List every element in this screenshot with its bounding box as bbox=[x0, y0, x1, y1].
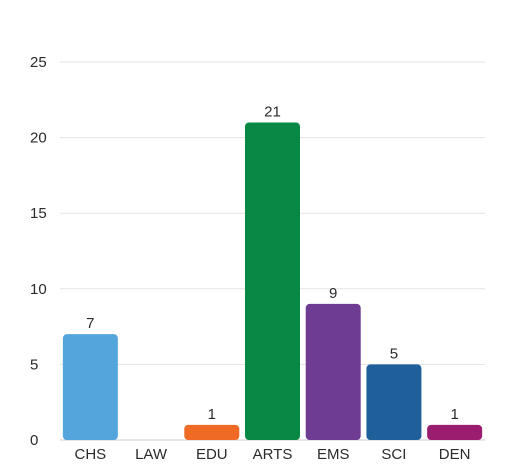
y-axis-tick-labels: 0 5 10 15 20 25 bbox=[30, 54, 47, 449]
x-axis-category-labels: CHS LAW EDU ARTS EMS SCI DEN bbox=[75, 446, 471, 463]
bar-den bbox=[427, 424, 483, 440]
data-label-chs: 7 bbox=[86, 315, 94, 332]
y-tick-label: 10 bbox=[30, 281, 47, 298]
x-tick-label-edu: EDU bbox=[196, 446, 228, 463]
y-tick-label: 15 bbox=[30, 205, 47, 222]
data-label-edu: 1 bbox=[208, 406, 216, 423]
bars bbox=[62, 122, 483, 440]
bar-edu bbox=[184, 424, 240, 440]
x-tick-label-den: DEN bbox=[439, 446, 471, 463]
x-tick-label-chs: CHS bbox=[75, 446, 107, 463]
data-label-sci: 5 bbox=[390, 345, 398, 362]
x-tick-label-law: LAW bbox=[135, 446, 168, 463]
y-tick-label: 5 bbox=[30, 356, 38, 373]
bar-ems bbox=[305, 303, 361, 440]
data-label-ems: 9 bbox=[329, 285, 337, 302]
y-tick-label: 20 bbox=[30, 130, 47, 147]
bar-arts bbox=[245, 122, 300, 440]
bar-chs bbox=[62, 334, 118, 440]
y-tick-label: 25 bbox=[30, 54, 47, 71]
x-tick-label-arts: ARTS bbox=[253, 446, 293, 463]
x-tick-label-ems: EMS bbox=[317, 446, 350, 463]
y-tick-label: 0 bbox=[30, 432, 38, 449]
x-tick-label-sci: SCI bbox=[381, 446, 406, 463]
data-labels: 7 1 21 9 5 1 bbox=[86, 103, 459, 422]
data-label-arts: 21 bbox=[264, 103, 281, 120]
data-label-den: 1 bbox=[450, 406, 458, 423]
bar-sci bbox=[366, 364, 422, 440]
